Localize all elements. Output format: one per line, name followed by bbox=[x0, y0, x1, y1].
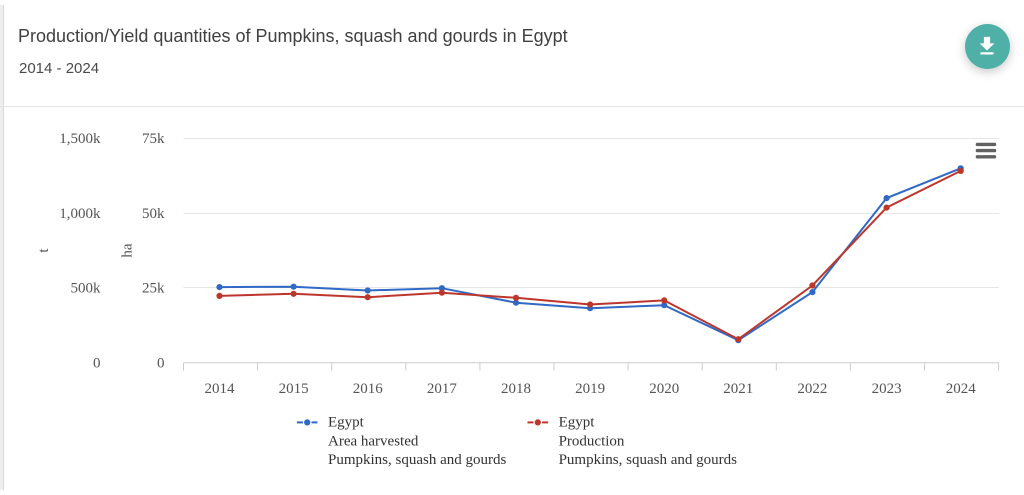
svg-text:1,000k: 1,000k bbox=[59, 206, 101, 222]
svg-text:1,500k: 1,500k bbox=[59, 131, 101, 147]
svg-text:50k: 50k bbox=[142, 206, 165, 222]
svg-text:0: 0 bbox=[93, 356, 101, 372]
svg-text:t: t bbox=[36, 248, 52, 253]
svg-text:Pumpkins, squash and gourds: Pumpkins, squash and gourds bbox=[559, 452, 738, 468]
svg-text:2020: 2020 bbox=[649, 381, 679, 397]
svg-text:2014: 2014 bbox=[205, 381, 236, 397]
svg-text:0: 0 bbox=[157, 356, 165, 372]
svg-text:Production: Production bbox=[559, 433, 625, 449]
svg-text:2023: 2023 bbox=[872, 381, 902, 397]
svg-text:2024: 2024 bbox=[946, 381, 977, 397]
svg-text:2022: 2022 bbox=[797, 381, 827, 397]
svg-text:Pumpkins, squash and gourds: Pumpkins, squash and gourds bbox=[328, 452, 507, 468]
svg-text:Egypt: Egypt bbox=[328, 415, 365, 431]
svg-text:ha: ha bbox=[120, 243, 136, 258]
svg-text:75k: 75k bbox=[142, 131, 165, 147]
svg-text:2015: 2015 bbox=[279, 381, 309, 397]
svg-text:25k: 25k bbox=[142, 281, 165, 297]
svg-text:2016: 2016 bbox=[353, 381, 384, 397]
svg-text:Egypt: Egypt bbox=[559, 415, 596, 431]
svg-text:Area harvested: Area harvested bbox=[328, 433, 419, 449]
svg-text:500k: 500k bbox=[71, 281, 102, 297]
svg-text:2017: 2017 bbox=[427, 381, 458, 397]
svg-text:2021: 2021 bbox=[723, 381, 753, 397]
svg-text:2019: 2019 bbox=[575, 381, 605, 397]
svg-text:2018: 2018 bbox=[501, 381, 531, 397]
